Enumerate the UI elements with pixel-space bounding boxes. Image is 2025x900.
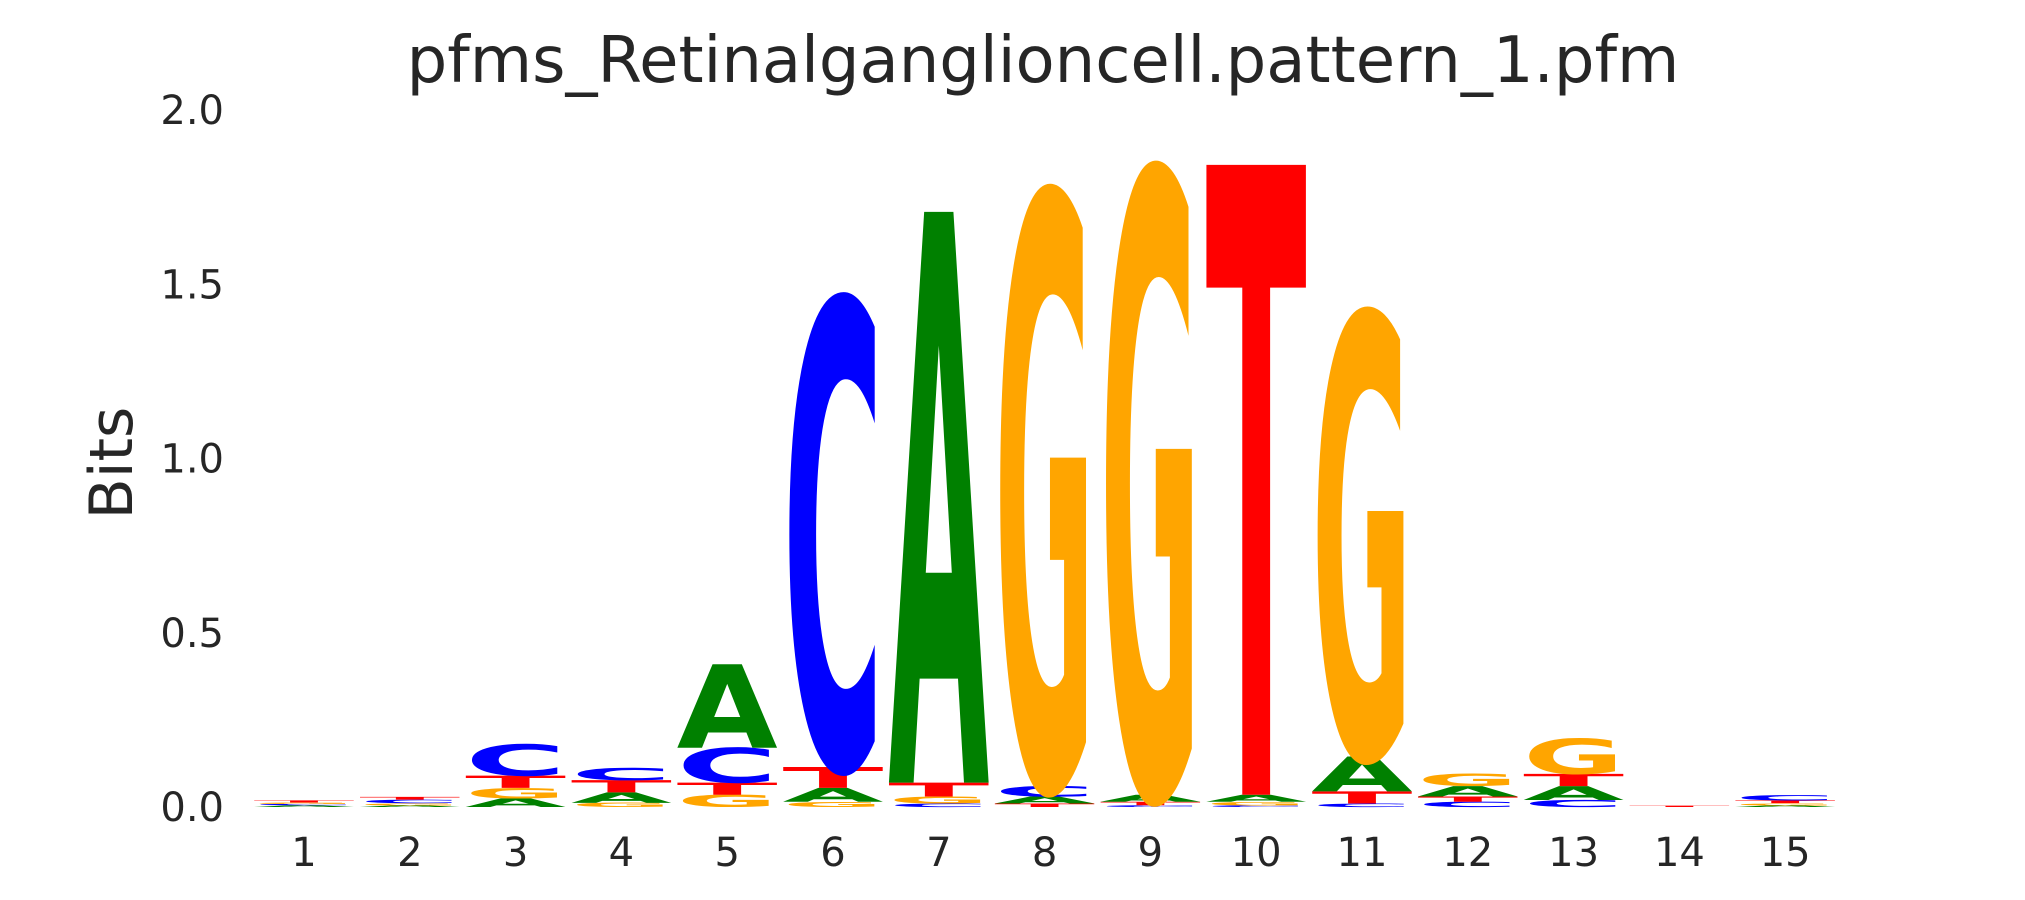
logo-letter-T: T [254, 800, 355, 803]
x-tick-label: 13 [1548, 830, 1599, 876]
x-tick-label: 12 [1442, 830, 1493, 876]
logo-letter-T: T [1629, 805, 1730, 807]
logo-letter-G: G [359, 803, 460, 806]
logo-letter-C: C [359, 799, 460, 805]
logo-letter-G: G [571, 802, 672, 809]
logo-letter-C: C [1100, 805, 1201, 808]
logo-letter-T: T [1312, 788, 1413, 808]
x-tick-label: 9 [1138, 830, 1163, 876]
logo-letter-A: A [1417, 783, 1518, 800]
x-tick-label: 11 [1337, 830, 1388, 876]
logo-letter-T: T [1100, 801, 1201, 807]
logo-letter-C: C [1523, 798, 1624, 809]
x-tick-label: 4 [609, 830, 634, 876]
y-tick-label: 2.0 [160, 88, 224, 134]
y-tick-label: 1.0 [160, 437, 224, 483]
logo-letter-G: G [1417, 771, 1518, 790]
logo-letter-C: C [1312, 803, 1413, 809]
logo-letter-T: T [677, 779, 778, 799]
logo-letter-T: T [571, 777, 672, 797]
logo-letter-C: C [1417, 800, 1518, 808]
logo-letter-A: A [359, 805, 460, 808]
logo-letter-T: T [1735, 800, 1836, 804]
logo-letter-A: A [1312, 748, 1413, 803]
logo-letter-A: A [783, 784, 884, 806]
logo-letter-C: C [1735, 794, 1836, 802]
logo-letter-G: G [888, 795, 989, 806]
logo-letter-C: C [888, 803, 989, 809]
logo-letter-G: G [1735, 803, 1836, 806]
logo-letter-A: A [1100, 793, 1202, 804]
x-tick-label: 10 [1231, 830, 1282, 876]
x-axis-ticks: 1 2 3 4 5 6 7 8 9 10 11 12 13 14 15 [291, 830, 1810, 876]
logo-letter-A: A [1735, 805, 1836, 808]
logo-letter-G: G [1523, 730, 1624, 786]
y-tick-label: 1.5 [160, 262, 224, 308]
logo-letter-T: T [1523, 771, 1624, 791]
logo-letter-G: G [465, 785, 566, 802]
chart-title: pfms_Retinalganglioncell.pattern_1.pfm [407, 24, 1680, 98]
x-tick-label: 5 [714, 830, 739, 876]
logo-letter-C: C [465, 736, 566, 786]
logo-letter-G: G [254, 802, 355, 804]
y-tick-label: 0.0 [160, 785, 224, 831]
logo-letter-T: T [465, 772, 566, 792]
logo-letter-T: T [1206, 0, 1308, 900]
logo-letter-T: T [994, 803, 1095, 809]
y-axis-ticks: 0.0 0.5 1.0 1.5 2.0 [160, 88, 224, 831]
logo-letter-G: G [677, 792, 778, 811]
logo-letter-T: T [888, 779, 989, 801]
x-tick-label: 2 [397, 830, 422, 876]
logo-letter-A: A [1206, 793, 1308, 804]
logo-letter-C: C [677, 739, 778, 795]
logo-letter-C: C [571, 765, 672, 784]
x-tick-label: 14 [1654, 830, 1705, 876]
logo-letter-A: A [994, 795, 1096, 806]
logo-letter-G: G [1100, 1, 1201, 900]
logo-letter-C: C [1206, 805, 1307, 808]
logo-letter-A: A [677, 641, 778, 774]
logo-letter-T: T [1417, 795, 1518, 803]
logo-letter-A: A [254, 805, 355, 808]
x-tick-label: 1 [291, 830, 316, 876]
logo-letter-A: A [465, 796, 566, 810]
y-axis-label: Bits [77, 407, 147, 520]
logo-letter-G: G [994, 32, 1095, 900]
logo-letter-C: C [254, 803, 355, 805]
logo-letter-C: C [783, 175, 884, 900]
x-tick-label: 3 [503, 830, 528, 876]
logo-letter-A: A [1523, 782, 1624, 804]
logo-letter-G: G [1206, 801, 1307, 807]
logo-letter-G: G [783, 800, 884, 808]
x-tick-label: 15 [1760, 830, 1811, 876]
logo-letter-A: A [888, 57, 990, 900]
logo-letter-T: T [783, 762, 884, 795]
y-tick-label: 0.5 [160, 611, 224, 657]
logo-letter-T: T [359, 796, 460, 800]
logo-letter-C: C [994, 783, 1095, 800]
x-tick-label: 6 [820, 830, 845, 876]
x-tick-label: 7 [926, 830, 951, 876]
logo-letter-G: G [1312, 195, 1413, 900]
x-tick-label: 8 [1032, 830, 1057, 876]
logo-letter-A: A [571, 790, 672, 807]
